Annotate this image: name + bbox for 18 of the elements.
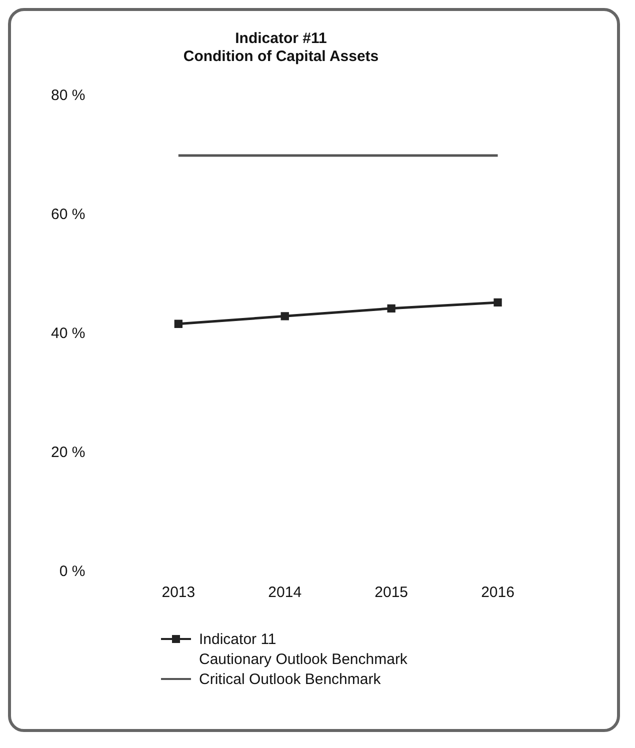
point — [174, 320, 182, 328]
point — [494, 298, 502, 307]
legend-label: Indicator 11 — [199, 630, 276, 648]
x-tick-label: 2013 — [162, 584, 196, 602]
chart-subtitle: Condition of Capital Assets — [183, 48, 379, 66]
point — [280, 312, 289, 320]
y-tick-label: 20 % — [50, 444, 86, 462]
point — [387, 304, 396, 312]
chart-title: Indicator #11 — [235, 30, 327, 48]
text: Cautionary Outlook Benchmark — [199, 650, 408, 668]
x-tick-label: 2014 — [268, 584, 302, 602]
legend-label: Critical Outlook Benchmark — [199, 670, 381, 688]
y-tick-label: 60 % — [50, 206, 86, 224]
y-tick-label: 80 % — [50, 87, 86, 104]
y-tick-label: 0 % — [59, 563, 86, 580]
x-tick-label: 2015 — [374, 584, 408, 602]
y-tick-label: 40 % — [50, 325, 86, 342]
x-tick-label: 2016 — [481, 584, 514, 602]
